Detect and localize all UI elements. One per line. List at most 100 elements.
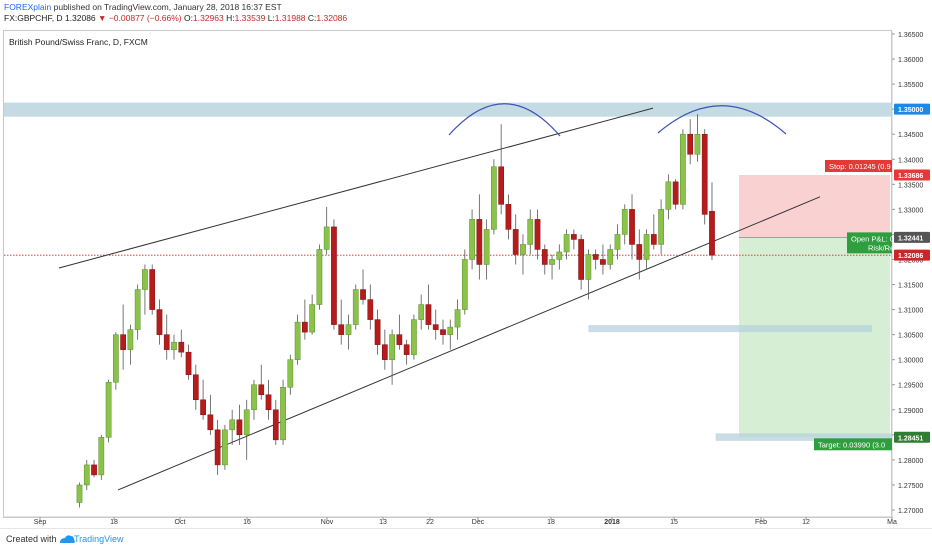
candle xyxy=(236,404,243,445)
candle-body xyxy=(367,299,374,320)
candle xyxy=(483,219,490,280)
x-tick-label: Feb xyxy=(755,519,767,526)
author-link[interactable]: FOREXplain xyxy=(4,2,52,12)
channel-upper-line xyxy=(58,107,654,269)
candle xyxy=(563,229,570,260)
candle xyxy=(491,159,497,235)
candlestick-chart[interactable]: 1.270001.275001.280001.285001.290001.295… xyxy=(0,0,932,528)
candle xyxy=(243,399,250,460)
y-tick-label: 1.35500 xyxy=(898,82,923,89)
open-value: 1.32963 xyxy=(192,13,224,23)
x-tick-label: 16 xyxy=(243,519,251,526)
close-value: 1.32086 xyxy=(316,13,348,23)
target-tag-bg xyxy=(814,438,892,451)
price-level-badge: 1.32086 xyxy=(894,249,930,261)
candle xyxy=(621,204,628,245)
down-arrow-icon: ▼ xyxy=(98,13,107,23)
y-tick-label: 1.30000 xyxy=(898,358,923,365)
candle xyxy=(185,344,192,380)
plot-area xyxy=(4,102,892,508)
candle xyxy=(614,224,621,260)
candle xyxy=(527,209,534,255)
footer: Created with TradingView xyxy=(0,528,932,551)
tradingview-brand[interactable]: TradingView xyxy=(74,534,124,544)
candle xyxy=(381,329,388,370)
target-zone-box xyxy=(715,433,892,441)
candle-body xyxy=(360,289,366,300)
candle-body xyxy=(585,254,592,280)
candle-body xyxy=(403,344,410,355)
candle-body xyxy=(600,259,606,265)
candle xyxy=(411,314,417,360)
candle xyxy=(701,129,708,225)
open-label: O: xyxy=(184,13,193,23)
candle-body xyxy=(149,269,156,310)
candle xyxy=(665,174,672,220)
y-tick-label: 1.29000 xyxy=(898,408,923,415)
x-tick-label: 12 xyxy=(802,519,810,526)
candle-body xyxy=(309,304,315,333)
candle-body xyxy=(709,210,715,256)
candle xyxy=(331,219,337,330)
candle-body xyxy=(192,374,199,401)
candle xyxy=(578,234,584,290)
candle-body xyxy=(476,219,483,265)
candle-body xyxy=(272,409,279,441)
badge-text: 1.28451 xyxy=(898,435,923,442)
y-tick-label: 1.34000 xyxy=(898,157,923,164)
candle-body xyxy=(614,234,621,250)
price-level-badge: 1.33686 xyxy=(894,169,930,181)
price-level-badge: 1.28451 xyxy=(894,431,930,443)
candle-body xyxy=(91,464,97,476)
candle xyxy=(214,419,221,475)
target-tag: Target: 0.03990 (3.0 xyxy=(814,438,892,451)
candle xyxy=(549,254,555,280)
candle xyxy=(280,379,286,445)
y-tick-label: 1.31500 xyxy=(898,283,923,290)
y-tick-label: 1.29500 xyxy=(898,383,923,390)
candle-body xyxy=(454,309,461,328)
candle xyxy=(265,379,272,420)
candle xyxy=(345,314,352,350)
y-tick-label: 1.28000 xyxy=(898,458,923,465)
candle xyxy=(607,244,614,270)
candle-body xyxy=(113,334,119,383)
stop-tag-text: Stop: 0.01245 (0.9 xyxy=(829,162,891,171)
badge-bg xyxy=(894,169,930,181)
y-tick-label: 1.27500 xyxy=(898,483,923,490)
badge-text: 1.32086 xyxy=(898,253,923,260)
candle-body xyxy=(541,249,548,265)
candle-body xyxy=(461,259,468,310)
candle-body xyxy=(134,289,141,330)
open-pnl-text: Open P&L: 0 xyxy=(851,234,894,243)
candle xyxy=(178,329,185,358)
price-level-badge: 1.35000 xyxy=(894,103,930,115)
candle-body xyxy=(243,409,250,436)
candle-body xyxy=(294,321,301,360)
candle-body xyxy=(432,324,439,330)
candle xyxy=(694,114,701,162)
candle-body xyxy=(563,234,570,253)
candle xyxy=(629,194,635,260)
candle xyxy=(396,314,403,350)
candle-body xyxy=(527,219,534,245)
candle-body xyxy=(549,259,555,265)
candle xyxy=(498,124,505,215)
candle-body xyxy=(483,229,490,265)
candle-body xyxy=(469,219,475,260)
low-value: 1.31988 xyxy=(274,13,306,23)
candle-body xyxy=(505,204,512,230)
resistance-zone xyxy=(4,102,892,117)
candle xyxy=(585,249,592,300)
x-tick-label: 15 xyxy=(670,519,678,526)
x-tick-label: Dec xyxy=(472,519,485,526)
candle xyxy=(600,244,606,275)
candle-body xyxy=(650,234,657,245)
candle-body xyxy=(185,351,192,375)
chart-title: British Pound/Swiss Franc, D, FXCM xyxy=(9,37,148,47)
candle xyxy=(541,244,548,275)
stop-zone xyxy=(739,174,890,238)
candle xyxy=(374,309,381,355)
top-arc-right xyxy=(657,105,787,135)
candle xyxy=(389,329,395,385)
